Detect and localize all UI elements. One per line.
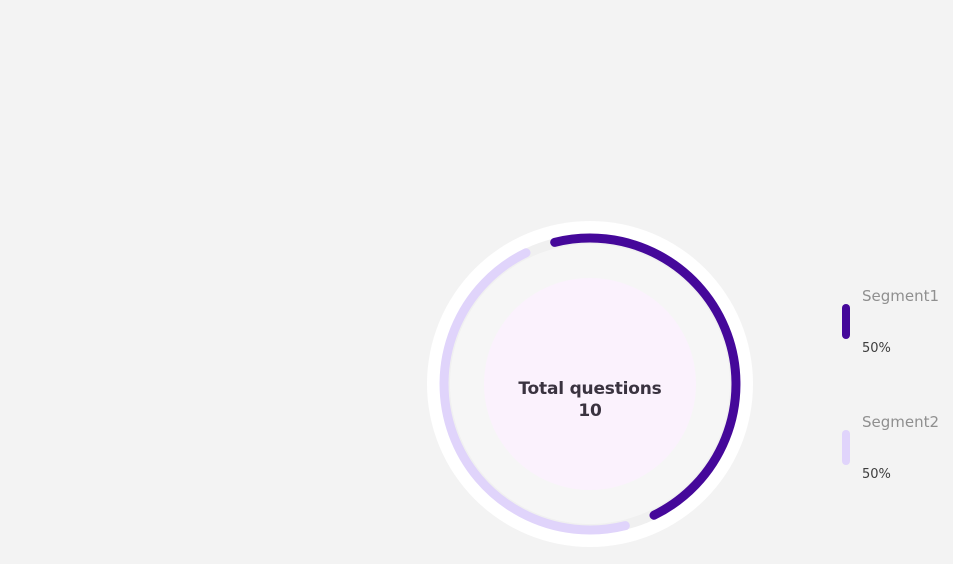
donut-segments <box>439 233 741 535</box>
legend-swatch-segment2 <box>842 430 850 465</box>
legend-name-segment2: Segment2 <box>862 413 940 431</box>
center-disc <box>484 278 696 490</box>
center-value: 10 <box>578 401 602 421</box>
legend-item-segment2: Segment2 50% <box>842 412 952 482</box>
donut-segment-segment2 <box>439 248 630 535</box>
donut-chart <box>427 221 753 547</box>
donut-segment-segment1 <box>550 233 741 520</box>
legend-value-segment1: 50% <box>862 341 891 356</box>
legend-value-segment2: 50% <box>862 467 891 482</box>
center-title: Total questions <box>518 379 662 399</box>
legend-swatch-segment1 <box>842 304 850 339</box>
legend-name-segment1: Segment1 <box>862 287 940 305</box>
legend-item-segment1: Segment1 50% <box>842 286 952 356</box>
center-label: Total questions 10 <box>480 378 700 422</box>
